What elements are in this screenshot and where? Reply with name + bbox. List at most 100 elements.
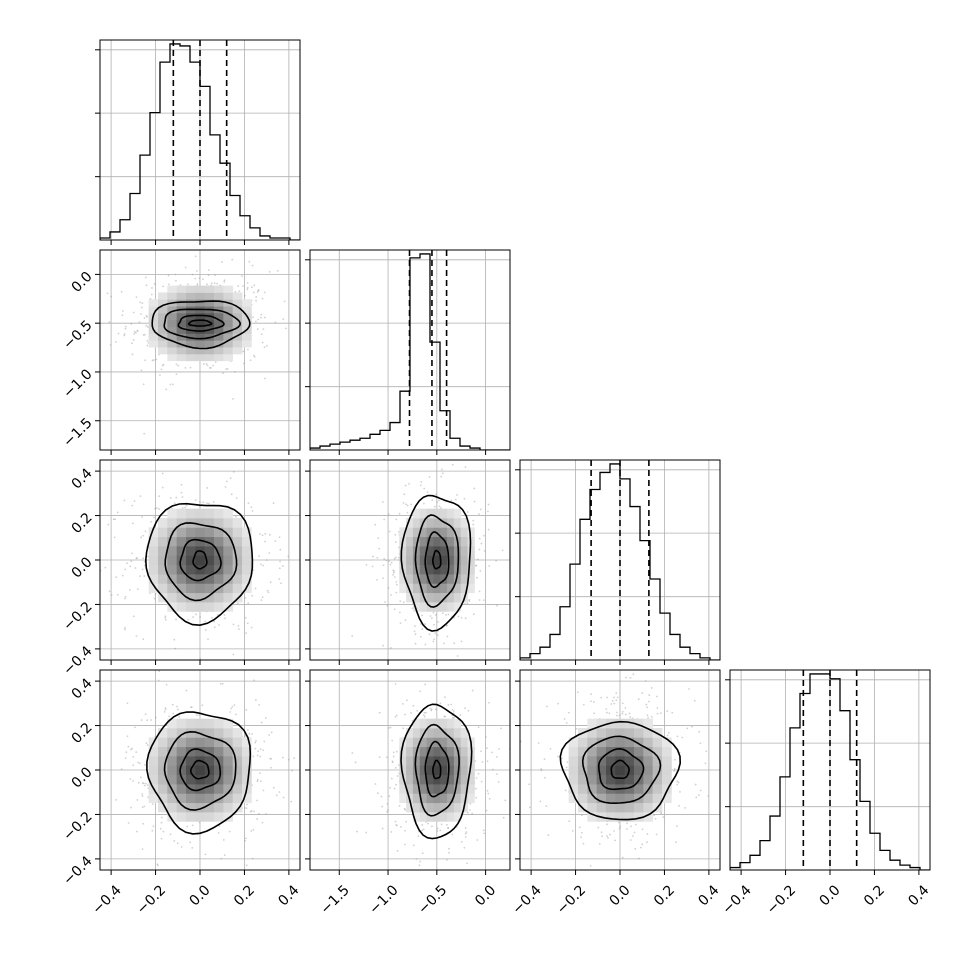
scatter-point <box>389 646 392 649</box>
scatter-point <box>198 714 201 717</box>
scatter-point <box>264 377 266 380</box>
scatter-point <box>145 314 148 317</box>
density-cell <box>232 347 243 355</box>
scatter-point <box>150 719 153 721</box>
scatter-point <box>223 280 226 283</box>
scatter-point <box>381 501 384 503</box>
density-cell <box>195 340 206 348</box>
scatter-point <box>473 487 476 490</box>
scatter-point <box>143 560 146 563</box>
density-cell <box>412 527 421 538</box>
density-cell <box>223 292 234 300</box>
scatter-point <box>393 576 396 578</box>
scatter-point <box>293 757 295 760</box>
scatter-point <box>268 734 271 736</box>
scatter-point <box>132 764 135 767</box>
density-cell <box>214 312 224 321</box>
contour-level <box>581 735 662 805</box>
density-cell <box>587 774 598 785</box>
scatter-point <box>421 824 424 826</box>
scatter-point <box>146 744 149 746</box>
density-cell <box>467 774 475 785</box>
scatter-point <box>221 682 224 685</box>
scatter-point <box>421 852 424 854</box>
density-cell <box>167 306 178 314</box>
scatter-point <box>123 499 126 502</box>
density-cell <box>606 812 616 822</box>
x-tick-label: −0.4 <box>719 882 754 917</box>
scatter-point <box>655 833 658 836</box>
scatter-point <box>641 843 644 846</box>
density-cell <box>158 793 168 804</box>
density-cell <box>634 737 644 748</box>
scatter-point <box>130 748 132 751</box>
density-cell <box>426 508 434 519</box>
scatter-point <box>423 487 426 490</box>
density-cell <box>419 536 427 547</box>
scatter-point <box>251 509 254 512</box>
contour-level <box>414 723 460 817</box>
scatter-point <box>402 727 405 730</box>
scatter-point <box>677 781 680 784</box>
scatter-point <box>184 366 187 369</box>
scatter-point <box>282 318 285 320</box>
scatter-point <box>460 616 463 619</box>
density-cell <box>195 592 206 603</box>
density-cell <box>232 784 243 794</box>
scatter-point <box>140 719 143 721</box>
scatter-point <box>145 284 148 287</box>
density-cell <box>176 718 187 729</box>
scatter-point <box>153 597 156 600</box>
scatter-point <box>218 825 221 827</box>
scatter-point <box>245 708 248 711</box>
density-cell <box>195 347 206 355</box>
scatter-point <box>395 750 398 753</box>
scatter-point <box>181 496 184 498</box>
density-cell <box>426 793 434 804</box>
scatter-point <box>207 638 209 641</box>
density-cell <box>167 319 178 327</box>
contour-level <box>610 759 630 780</box>
scatter-point <box>459 714 462 716</box>
scatter-point <box>667 731 670 734</box>
scatter-point <box>262 328 265 331</box>
density-cell <box>652 746 663 757</box>
density-cell <box>158 574 168 584</box>
density-cell <box>158 728 168 738</box>
density-cell <box>406 802 414 813</box>
density-cell <box>624 756 635 766</box>
density-cell <box>186 546 196 556</box>
density-cell <box>148 765 159 776</box>
density-cell <box>176 812 187 822</box>
density-cell <box>232 774 243 785</box>
density-cell <box>195 292 206 300</box>
scatter-point <box>132 338 135 341</box>
scatter-point <box>399 622 402 625</box>
density-cell <box>426 812 434 822</box>
scatter-point <box>639 846 642 849</box>
density-cell <box>568 784 579 794</box>
density-cell <box>167 746 178 757</box>
scatter-point <box>474 787 477 790</box>
density-cell <box>232 756 243 766</box>
scatter-point <box>225 480 228 483</box>
scatter-point <box>210 282 213 285</box>
density-cell <box>204 765 215 776</box>
scatter-point <box>181 507 184 509</box>
scatter-point <box>704 762 707 765</box>
scatter-point <box>268 533 271 536</box>
density-cell <box>232 583 243 594</box>
scatter-point <box>140 306 143 309</box>
scatter-point <box>254 741 257 744</box>
density-cell <box>440 536 448 547</box>
density-cell <box>158 756 168 766</box>
scatter-point <box>140 776 142 779</box>
scatter-point <box>123 628 126 631</box>
density-cell <box>242 333 252 341</box>
density-cell <box>412 718 421 729</box>
scatter-point <box>267 591 270 594</box>
scatter-point <box>520 544 522 546</box>
density-cell <box>214 592 224 603</box>
scatter-point <box>442 612 444 615</box>
scatter-point <box>154 507 156 510</box>
